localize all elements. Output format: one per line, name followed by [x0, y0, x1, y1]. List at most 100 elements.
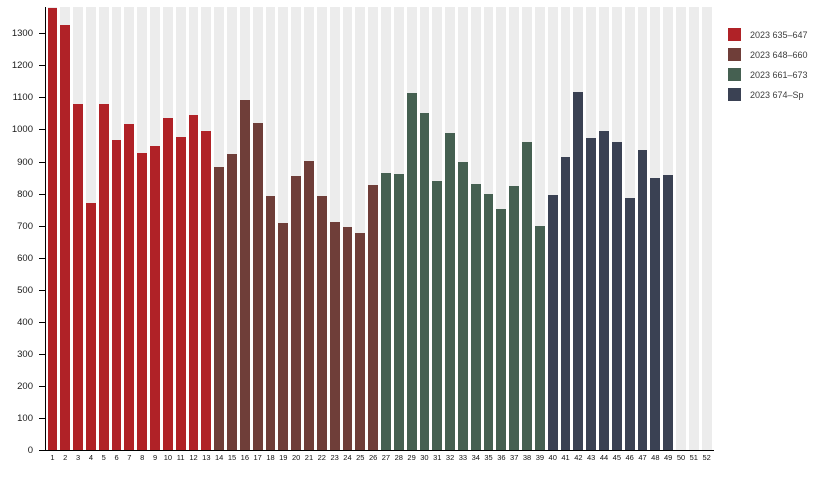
bar-week-35	[483, 194, 494, 450]
bar-slot	[444, 7, 457, 450]
bar-week-25	[355, 232, 366, 450]
x-axis-label: 2	[63, 453, 68, 462]
bar-slot	[418, 7, 431, 450]
bar-slot	[136, 7, 149, 450]
y-axis-tick-label: 1100	[12, 92, 33, 104]
x-axis-label: 29	[407, 453, 416, 462]
background-stripe	[201, 7, 212, 450]
x-axis-label: 1	[50, 453, 55, 462]
background-stripe	[304, 7, 314, 450]
legend-item: 2023 648–660	[728, 48, 808, 61]
bar-week-24	[342, 227, 353, 450]
x-axis-label: 32	[445, 453, 455, 462]
bar-slot	[636, 7, 649, 450]
y-axis-tick-mark	[39, 257, 45, 259]
legend-label: 2023 674–Sp	[750, 89, 804, 100]
bar-slot	[585, 7, 598, 450]
background-stripe	[111, 7, 122, 450]
bar-week-29	[406, 93, 417, 450]
background-stripe	[688, 7, 699, 450]
bar-week-18	[265, 195, 276, 450]
x-axis-label: 10	[163, 453, 173, 462]
background-stripe	[342, 7, 353, 450]
bar-slot	[123, 7, 136, 450]
y-axis-tick-mark	[39, 161, 45, 163]
x-axis-label: 40	[548, 453, 557, 462]
bar-slot	[72, 7, 85, 450]
y-axis-tick-label: 500	[17, 284, 33, 296]
bar-slot	[303, 7, 316, 450]
bar-slot	[238, 7, 251, 450]
plot-area	[46, 7, 713, 450]
x-axis-label: 9	[152, 453, 158, 462]
background-stripe	[496, 7, 507, 450]
background-stripe	[278, 7, 289, 450]
bar-slot	[687, 7, 700, 450]
bar-slot	[187, 7, 200, 450]
bar-week-17	[252, 123, 263, 450]
background-stripe	[573, 7, 584, 450]
bar-slot	[649, 7, 662, 450]
bar-week-34	[470, 183, 481, 450]
background-stripe	[188, 7, 199, 450]
background-stripe	[406, 7, 417, 450]
bar-slot	[367, 7, 380, 450]
bar-week-27	[381, 173, 391, 450]
bar-week-13	[201, 130, 212, 450]
background-stripe	[393, 7, 404, 450]
bar-slot	[457, 7, 470, 450]
bar-slot	[149, 7, 162, 450]
background-stripe	[663, 7, 674, 450]
x-axis-label: 22	[317, 453, 326, 462]
x-axis-label: 34	[471, 453, 480, 462]
x-axis-label: 45	[612, 453, 622, 462]
bar-slot	[572, 7, 585, 450]
x-axis-label: 52	[702, 453, 711, 462]
y-axis-tick-label: 100	[17, 412, 33, 424]
x-axis-label: 6	[114, 453, 119, 462]
legend-item: 2023 635–647	[728, 28, 808, 41]
background-stripe	[329, 7, 340, 450]
y-axis-tick-mark	[39, 129, 45, 131]
bar-week-1	[47, 7, 58, 450]
x-axis: 1 2 3 4 5 6 7 8 9 10 11 12 13 14 15 16 17 18 19 20 21 22 23 24 2…	[46, 453, 713, 463]
y-axis-tick-mark	[39, 97, 45, 99]
bar-slot	[700, 7, 713, 450]
legend-item: 2023 674–Sp	[728, 88, 808, 101]
background-stripe	[239, 7, 250, 450]
x-axis-label: 3	[75, 453, 81, 462]
bar-week-16	[239, 99, 250, 450]
bar-slot	[508, 7, 521, 450]
bar-week-19	[278, 222, 289, 450]
background-stripe	[560, 7, 571, 450]
bar-slot	[277, 7, 290, 450]
x-axis-label: 36	[497, 453, 506, 462]
background-stripe	[227, 7, 237, 450]
bar-slot	[431, 7, 444, 450]
background-stripe	[73, 7, 83, 450]
y-axis-tick-label: 1200	[11, 60, 33, 72]
bar-slot	[662, 7, 675, 450]
bar-slot	[521, 7, 534, 450]
background-stripe	[676, 7, 686, 450]
bar-slot	[482, 7, 495, 450]
background-stripe	[150, 7, 160, 450]
background-stripe	[624, 7, 635, 450]
bar-week-33	[458, 162, 468, 450]
bar-slot	[59, 7, 72, 450]
background-stripe	[611, 7, 622, 450]
y-axis-tick-label: 300	[17, 348, 33, 360]
x-axis-label: 13	[202, 453, 211, 462]
bar-slot	[559, 7, 572, 450]
x-axis-label: 26	[368, 453, 378, 462]
bar-week-39	[534, 225, 545, 450]
legend-swatch-icon	[728, 68, 741, 81]
bar-slot	[610, 7, 623, 450]
y-axis-tick-mark	[39, 225, 45, 227]
legend-swatch-icon	[728, 48, 741, 61]
x-axis-label: 7	[127, 453, 132, 462]
background-stripe	[316, 7, 327, 450]
x-axis-label: 5	[101, 453, 106, 462]
x-axis-label: 30	[420, 453, 429, 462]
